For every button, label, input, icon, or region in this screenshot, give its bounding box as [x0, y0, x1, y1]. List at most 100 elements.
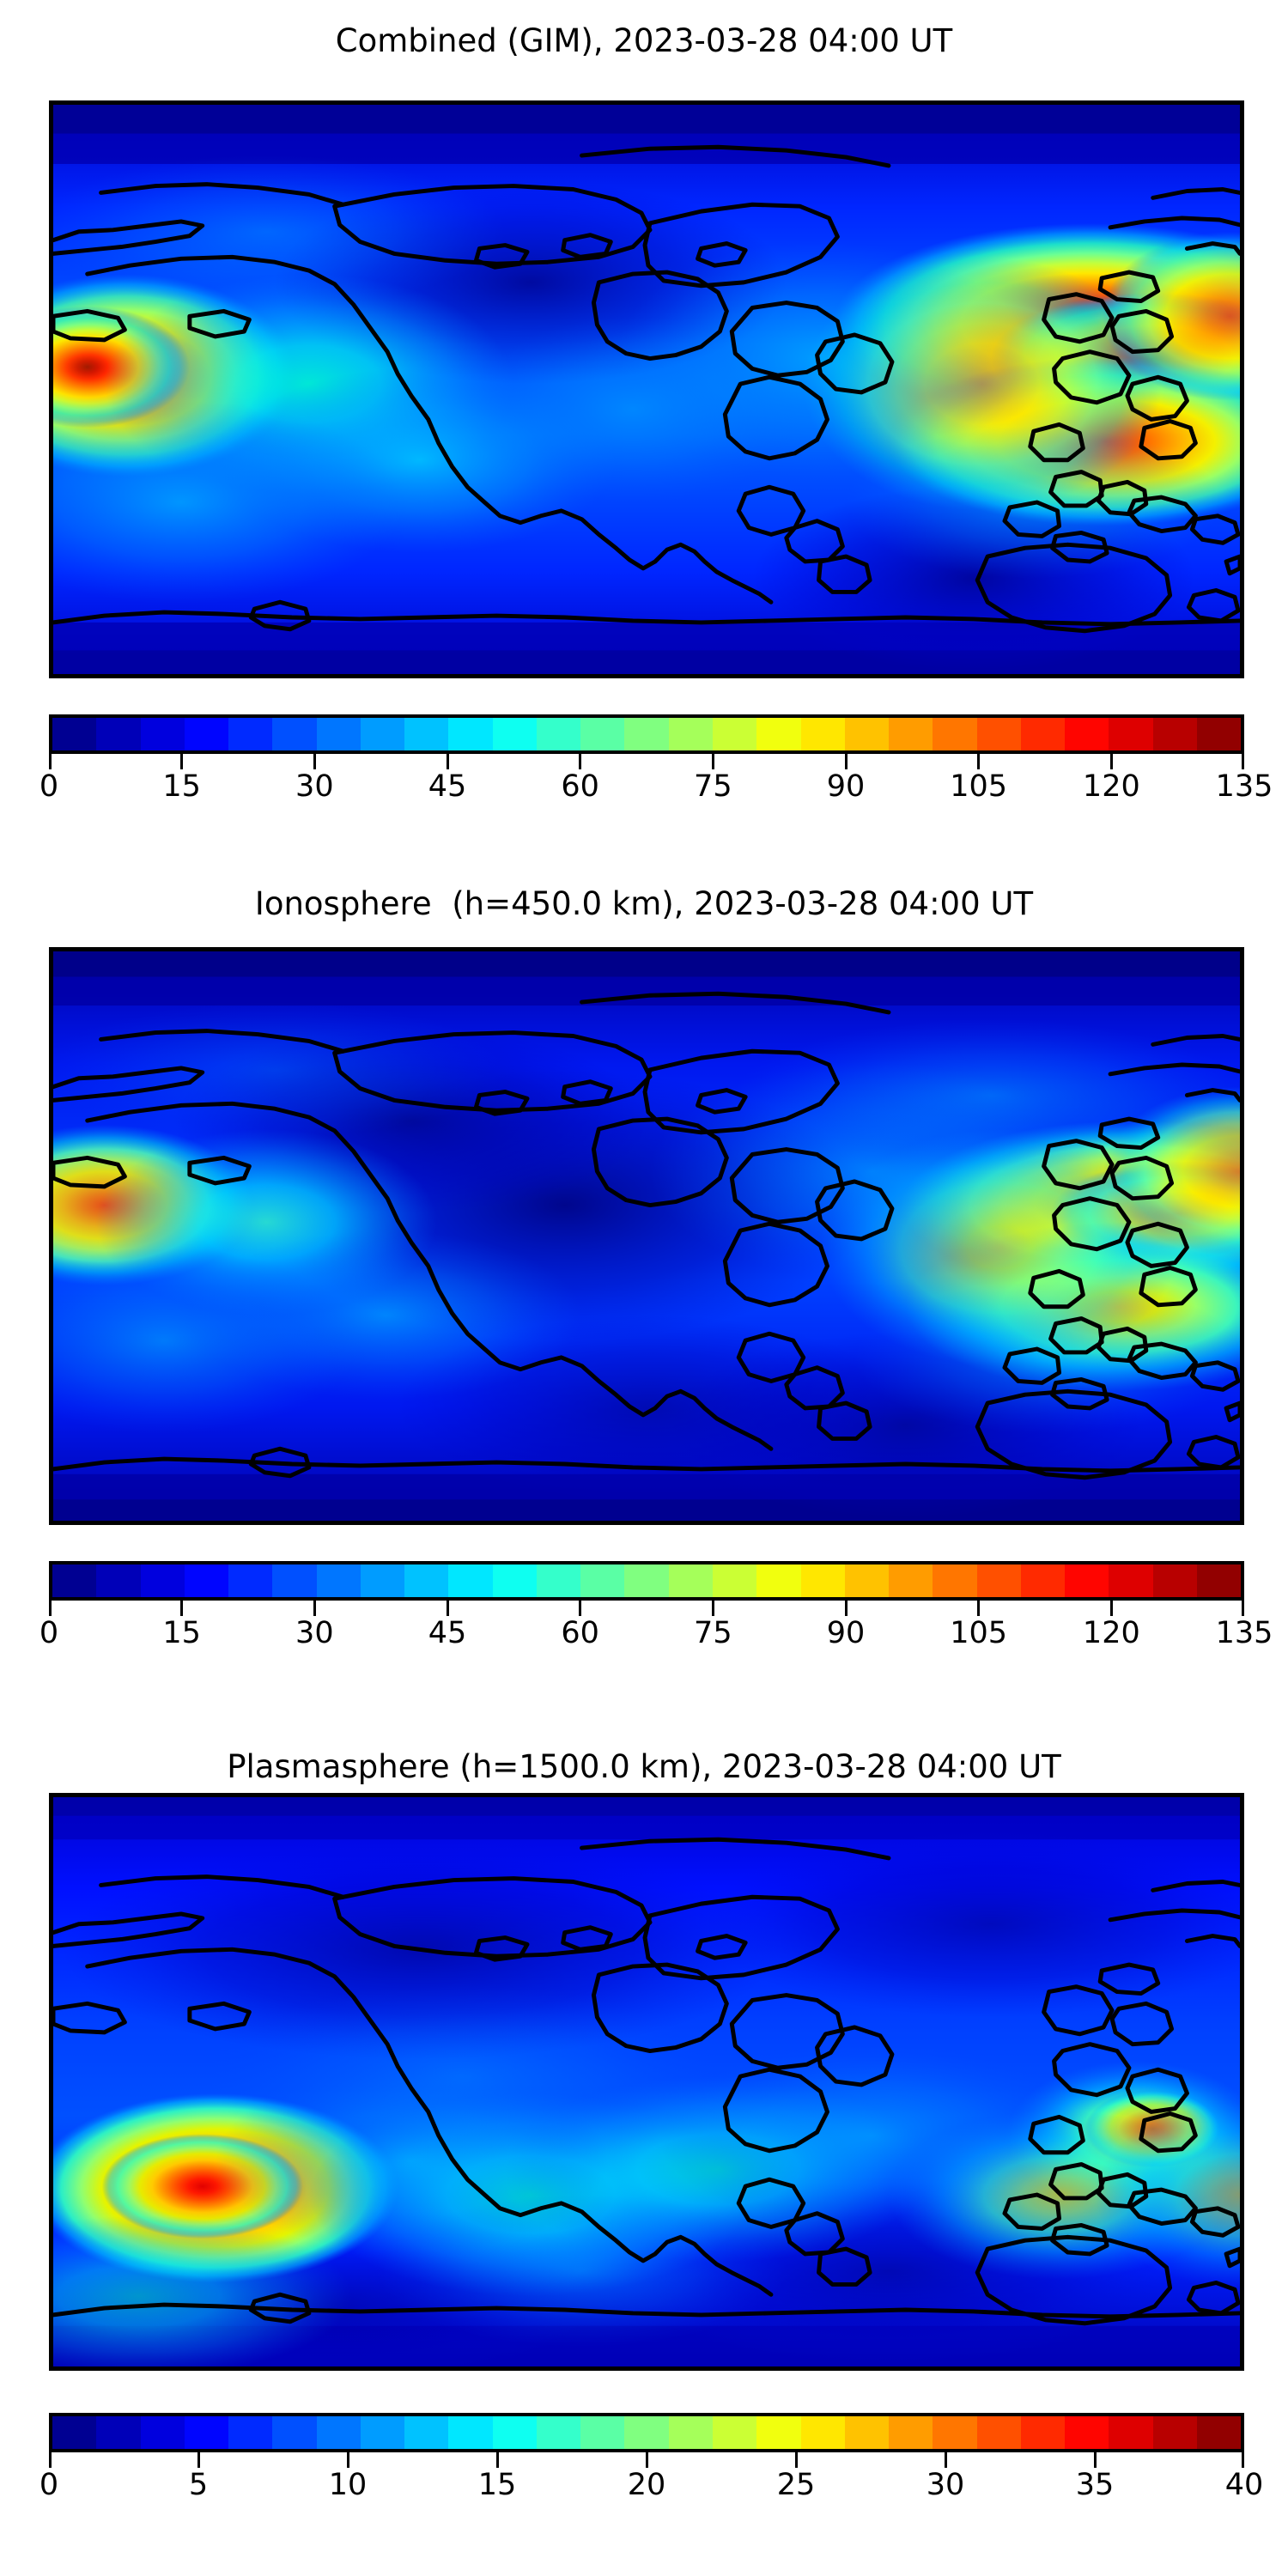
colorbar-tick-label: 15 [162, 1616, 201, 1650]
map-combined-gim [49, 100, 1244, 678]
colorbar-segment [1020, 718, 1066, 750]
colorbar-tick [49, 2452, 52, 2468]
colorbar-segment [140, 2416, 185, 2449]
colorbar-segment [1109, 2416, 1153, 2449]
colorbar-tick [944, 2452, 947, 2468]
colorbar-tick [977, 1601, 981, 1616]
colorbar-segment [889, 2416, 933, 2449]
colorbar-tick [1242, 754, 1244, 769]
colorbar-tick [313, 1601, 316, 1616]
colorbar-segment [360, 1564, 405, 1597]
colorbar-segment [492, 2416, 537, 2449]
colorbar-segment [228, 1564, 273, 1597]
colorbar-segment [1152, 2416, 1197, 2449]
colorbar-segment [184, 718, 229, 750]
colorbar-ticks-plasmasphere [49, 2452, 1244, 2468]
colorbar-tick-label: 25 [776, 2468, 816, 2502]
colorbar-tick-label: 5 [188, 2468, 209, 2502]
colorbar-tick-label: 10 [328, 2468, 368, 2502]
colorbar-segment [800, 2416, 845, 2449]
colorbar-tick [1109, 754, 1113, 769]
colorbar-segment [624, 2416, 669, 2449]
colorbar-combined: 0 15 30 45 60 75 90 105 120 135 [39, 714, 1273, 807]
colorbar-tick [579, 754, 582, 769]
panel-combined-gim: Combined (GIM), 2023-03-28 04:00 UT [0, 0, 1288, 859]
colorbar-labels-combined: 0 15 30 45 60 75 90 105 120 135 [39, 769, 1273, 807]
colorbar-segment [448, 2416, 493, 2449]
colorbar-segment [1020, 1564, 1066, 1597]
colorbar-tick-label: 105 [950, 1616, 1008, 1650]
colorbar-segment [404, 2416, 449, 2449]
colorbar-tick [579, 1601, 582, 1616]
colorbar-segment [668, 2416, 713, 2449]
map-ionosphere [49, 947, 1244, 1525]
colorbar-tick-label: 135 [1215, 1616, 1273, 1650]
colorbar-segment [52, 1564, 97, 1597]
colorbar-segment [1065, 1564, 1109, 1597]
colorbar-segment [1020, 2416, 1066, 2449]
colorbar-tick-label: 0 [39, 769, 59, 804]
colorbar-segment [976, 2416, 1021, 2449]
colorbar-segment [316, 718, 361, 750]
colorbar-segment [52, 718, 97, 750]
colorbar-bar-combined [49, 714, 1244, 754]
colorbar-tick [711, 754, 714, 769]
colorbar-tick-label: 90 [826, 769, 866, 804]
colorbar-tick [180, 754, 184, 769]
colorbar-segment [756, 2416, 801, 2449]
colorbar-segment [933, 718, 977, 750]
colorbar-tick [446, 1601, 449, 1616]
colorbar-segment [228, 718, 273, 750]
panel-plasmasphere: Plasmasphere (h=1500.0 km), 2023-03-28 0… [0, 1726, 1288, 2576]
colorbar-segment [889, 1564, 933, 1597]
colorbar-tick [1242, 1601, 1244, 1616]
colorbar-tick-label: 60 [561, 1616, 599, 1650]
colorbar-tick-label: 45 [428, 769, 467, 804]
colorbar-tick [844, 1601, 848, 1616]
colorbar-segment [360, 718, 405, 750]
panel-title-plasmasphere: Plasmasphere (h=1500.0 km), 2023-03-28 0… [227, 1748, 1061, 1785]
colorbar-tick [1093, 2452, 1097, 2468]
colorbar-tick-label: 30 [295, 769, 334, 804]
colorbar-segment [668, 1564, 713, 1597]
colorbar-segment [492, 1564, 537, 1597]
colorbar-segment [536, 1564, 581, 1597]
colorbar-segment [1065, 2416, 1109, 2449]
colorbar-ionosphere: 0 15 30 45 60 75 90 105 120 135 [39, 1561, 1273, 1654]
colorbar-tick-label: 0 [39, 2468, 59, 2502]
colorbar-tick [49, 1601, 52, 1616]
colorbar-tick [1242, 2452, 1244, 2468]
colorbar-segment [624, 1564, 669, 1597]
colorbar-tick-label: 90 [826, 1616, 866, 1650]
colorbar-ticks-combined [49, 754, 1244, 769]
colorbar-tick [313, 754, 316, 769]
colorbar-segment [52, 2416, 97, 2449]
colorbar-segment [844, 1564, 890, 1597]
colorbar-tick [645, 2452, 648, 2468]
colorbar-tick-label: 105 [950, 769, 1008, 804]
map-svg-ionosphere [53, 951, 1240, 1521]
colorbar-tick [844, 754, 848, 769]
colorbar-segment [933, 2416, 977, 2449]
colorbar-tick-label: 0 [39, 1616, 59, 1650]
colorbar-segment [184, 2416, 229, 2449]
colorbar-segment [360, 2416, 405, 2449]
colorbar-tick-label: 15 [162, 769, 201, 804]
colorbar-segment [844, 2416, 890, 2449]
colorbar-segment [756, 718, 801, 750]
panel-ionosphere: Ionosphere (h=450.0 km), 2023-03-28 04:0… [0, 863, 1288, 1722]
colorbar-tick [446, 754, 449, 769]
colorbar-tick-label: 30 [295, 1616, 334, 1650]
colorbar-tick-label: 30 [926, 2468, 965, 2502]
colorbar-tick-label: 20 [627, 2468, 666, 2502]
colorbar-tick [495, 2452, 499, 2468]
colorbar-segment [492, 718, 537, 750]
colorbar-tick [49, 754, 52, 769]
colorbar-segment [1196, 718, 1241, 750]
colorbar-segment [536, 718, 581, 750]
colorbar-labels-plasmasphere: 0 5 10 15 20 25 30 35 40 [39, 2468, 1263, 2506]
colorbar-segment [272, 1564, 317, 1597]
colorbar-segment [800, 1564, 845, 1597]
colorbar-segment [1196, 2416, 1241, 2449]
